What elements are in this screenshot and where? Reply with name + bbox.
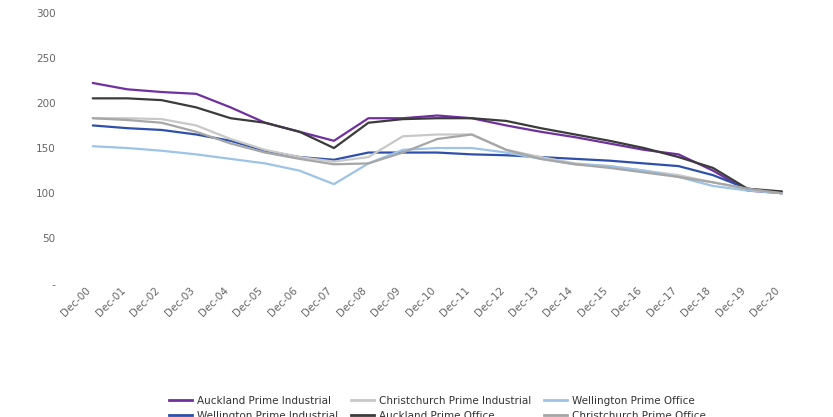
- Legend: Auckland Prime Industrial, Wellington Prime Industrial, Christchurch Prime Indus: Auckland Prime Industrial, Wellington Pr…: [165, 392, 710, 417]
